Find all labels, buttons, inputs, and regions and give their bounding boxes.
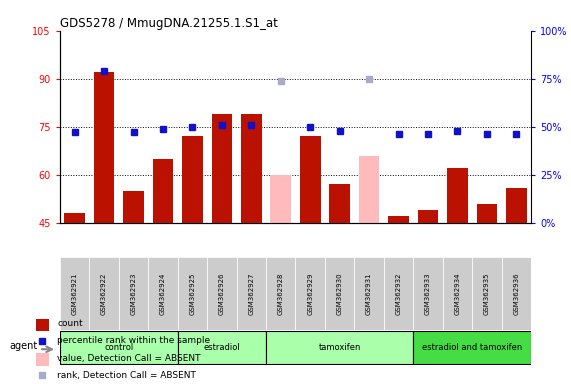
Bar [178,257,207,330]
Text: GSM362927: GSM362927 [248,273,254,315]
Text: GSM362935: GSM362935 [484,273,490,315]
Bar [148,257,178,330]
Bar [413,257,443,330]
Bar [506,187,526,223]
Text: agent: agent [9,341,37,351]
Bar [90,257,119,330]
Bar [355,257,384,330]
Text: GSM362931: GSM362931 [366,272,372,315]
Bar [182,136,203,223]
Text: GSM362923: GSM362923 [131,273,136,315]
Text: control: control [104,343,134,352]
Bar [119,257,148,330]
Bar [212,114,232,223]
Text: rank, Detection Call = ABSENT: rank, Detection Call = ABSENT [57,371,196,380]
Bar [35,353,49,366]
Bar [65,213,85,223]
Bar [413,331,531,364]
Text: GSM362928: GSM362928 [278,273,284,315]
Bar [296,257,325,330]
Bar [152,159,174,223]
Bar [60,331,178,364]
Bar [447,168,468,223]
Bar [241,114,262,223]
Text: GSM362929: GSM362929 [307,273,313,315]
Bar [236,257,266,330]
Bar [501,257,531,330]
Bar [266,257,296,330]
Text: GSM362936: GSM362936 [513,272,519,315]
Bar [472,257,501,330]
Bar [271,175,291,223]
Bar [359,156,379,223]
Text: GSM362930: GSM362930 [337,272,343,315]
Bar [266,331,413,364]
Text: count: count [57,319,83,328]
Text: GSM362932: GSM362932 [396,273,401,315]
Text: GSM362924: GSM362924 [160,273,166,315]
Bar [417,210,439,223]
Text: value, Detection Call = ABSENT: value, Detection Call = ABSENT [57,354,200,362]
Text: tamoxifen: tamoxifen [319,343,361,352]
Bar [388,216,409,223]
Text: percentile rank within the sample: percentile rank within the sample [57,336,210,345]
Bar [35,319,49,331]
Text: GSM362921: GSM362921 [72,273,78,315]
Text: GSM362922: GSM362922 [101,273,107,315]
Bar [325,257,355,330]
Bar [329,184,350,223]
Bar [477,204,497,223]
Text: estradiol: estradiol [203,343,240,352]
Text: GSM362925: GSM362925 [190,273,195,315]
Text: estradiol and tamoxifen: estradiol and tamoxifen [422,343,522,352]
Text: GSM362933: GSM362933 [425,272,431,315]
Bar [178,331,266,364]
Bar [123,191,144,223]
Bar [207,257,236,330]
Bar [443,257,472,330]
Text: GDS5278 / MmugDNA.21255.1.S1_at: GDS5278 / MmugDNA.21255.1.S1_at [60,17,278,30]
Text: GSM362926: GSM362926 [219,273,225,315]
Bar [300,136,320,223]
Bar [60,257,90,330]
Bar [94,72,114,223]
Text: GSM362934: GSM362934 [455,273,460,315]
Bar [384,257,413,330]
